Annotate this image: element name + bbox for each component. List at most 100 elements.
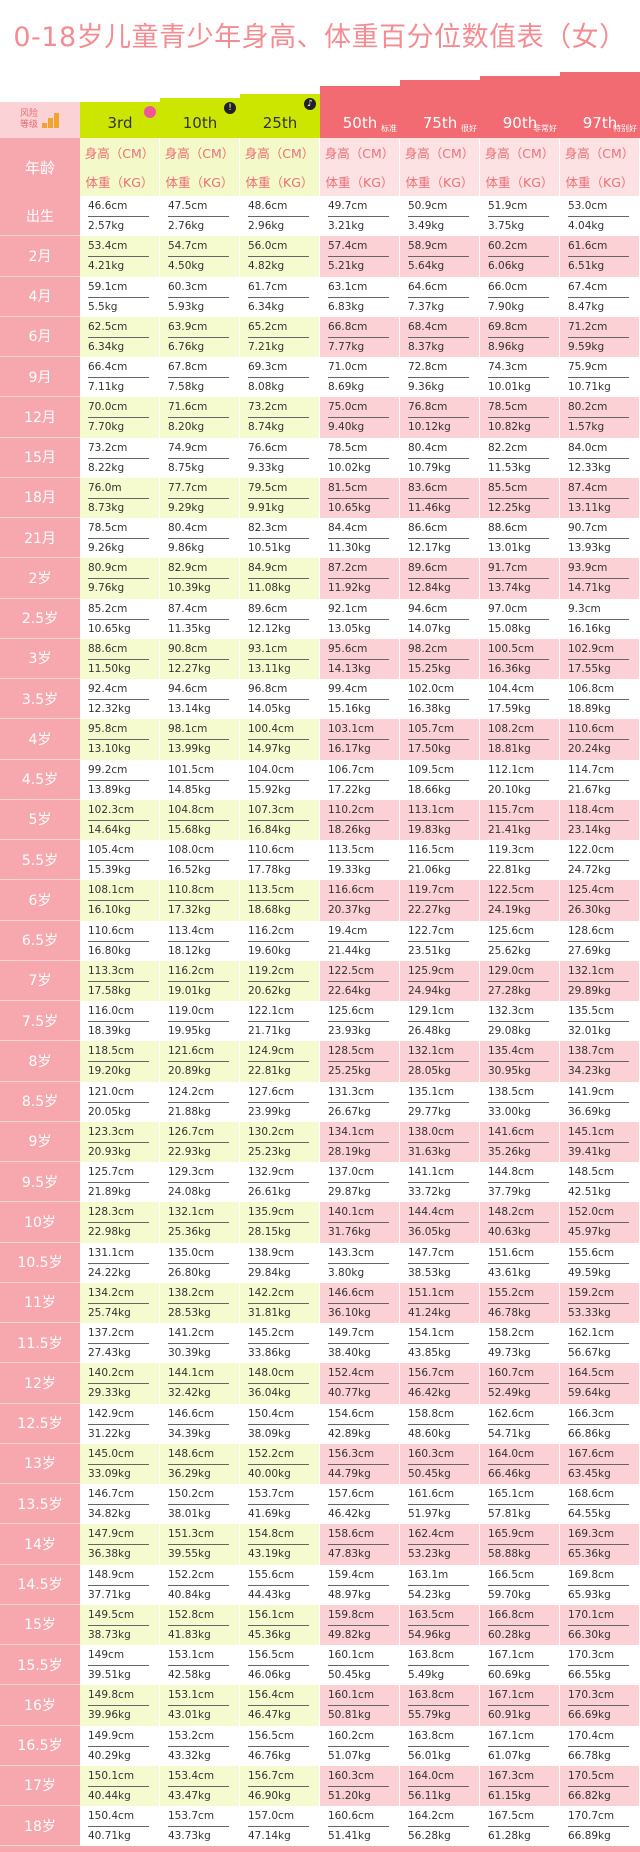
weight-value: 40.84kg [168,1588,211,1601]
weight-value: 23.93kg [328,1025,371,1038]
value-cell: 84.4cm 11.30kg [320,518,400,559]
value-cell: 128.3cm 22.98kg [80,1202,160,1243]
weight-value: 46.76kg [248,1749,291,1762]
height-value: 143.3cm [328,1243,389,1264]
weight-value: 17.78kg [248,864,291,877]
weight-value: 32.42kg [168,1387,211,1400]
value-cell: 156.3cm 44.79kg [320,1443,400,1484]
weight-value: 8.37kg [408,340,445,353]
value-cell: 162.4cm 53.23kg [400,1524,480,1565]
height-value: 110.2cm [328,800,389,821]
height-value: 140.1cm [328,1202,389,1224]
value-cell: 114.7cm 21.67kg [560,759,640,800]
height-value: 122.7cm [408,921,469,942]
weight-value: 50.45kg [408,1467,451,1480]
weight-value: 25.74kg [88,1306,131,1319]
value-cell: 53.4cm 4.21kg [80,236,160,277]
height-value: 152.4cm [328,1363,389,1385]
weight-value: 10.82kg [488,421,531,434]
height-value: 78.5cm [88,518,149,540]
value-cell: 58.9cm 5.64kg [400,236,480,277]
height-value: 79.5cm [248,478,309,499]
weight-value: 6.83kg [328,300,365,313]
value-cell: 170.1cm 66.30kg [560,1604,640,1645]
height-value: 123.3cm [88,1122,149,1143]
value-cell: 87.4cm 11.35kg [160,598,240,639]
value-cell: 98.1cm 13.99kg [160,719,240,760]
weight-value: 43.47kg [168,1789,211,1802]
value-cell: 72.8cm 9.36kg [400,357,480,398]
height-value: 103.1cm [328,719,389,741]
value-cell: 138.7cm 34.23kg [560,1041,640,1082]
height-value: 88.6cm [488,518,549,540]
weight-value: 17.22kg [328,783,371,796]
height-value: 122.0cm [568,840,629,862]
value-cell: 78.5cm 9.26kg [80,518,160,559]
weight-value: 22.98kg [88,1226,131,1239]
weight-value: 13.99kg [168,743,211,756]
steps-icon [42,112,60,128]
weight-value: 20.05kg [88,1105,131,1118]
weight-value: 25.23kg [248,1145,291,1158]
weight-value: 24.72kg [568,864,611,877]
weight-unit-label: 体重（KG） [85,175,154,190]
weight-value: 66.69kg [568,1709,611,1722]
value-cell: 118.4cm 23.14kg [560,799,640,840]
height-value: 141.1cm [408,1162,469,1184]
value-cell: 155.6cm 44.43kg [240,1564,320,1605]
height-value: 91.7cm [488,558,549,580]
height-value: 110.6cm [248,840,309,862]
value-cell: 100.5cm 16.36kg [480,638,560,679]
height-unit-label: 身高（CM） [84,146,155,161]
weight-value: 4.82kg [248,260,285,273]
weight-value: 1.57kg [568,421,605,434]
percentile-tag: 特别好 [613,124,637,133]
value-cell: 170.3cm 66.55kg [560,1645,640,1686]
percentile-table: 风险 等级 3rd 10th! 25th ♪ 50th 标准 75th 很好 90th 非常好 97… [0,68,640,1852]
weight-value: 16.16kg [568,622,611,635]
weight-value: 21.67kg [568,783,611,796]
value-cell: 138.5cm 33.00kg [480,1081,560,1122]
value-cell: 94.6cm 13.14kg [160,679,240,720]
value-cell: 85.2cm 10.65kg [80,598,160,639]
weight-value: 12.27kg [168,662,211,675]
height-value: 142.9cm [88,1404,149,1425]
height-value: 138.9cm [248,1243,309,1264]
value-cell: 156.5cm 46.06kg [240,1645,320,1686]
height-value: 108.0cm [168,840,229,862]
weight-value: 43.73kg [168,1830,211,1843]
value-cell: 112.1cm 20.10kg [480,759,560,800]
value-cell: 138.2cm 28.53kg [160,1282,240,1323]
height-value: 160.6cm [328,1806,389,1828]
weight-value: 28.05kg [408,1065,451,1078]
table-row: 21月 78.5cm 9.26kg 80.4cm 9.86kg 82.3cm 10.51kg… [0,518,640,559]
age-cell: 6月 [0,316,80,357]
height-value: 146.6cm [168,1404,229,1425]
height-value: 75.9cm [568,357,629,379]
weight-value: 41.83kg [168,1628,211,1641]
weight-value: 42.58kg [168,1669,211,1682]
weight-value: 8.22kg [88,461,125,474]
height-value: 156.5cm [248,1645,309,1667]
height-value: 148.6cm [168,1444,229,1465]
weight-value: 13.14kg [168,703,211,716]
value-cell: 107.3cm 16.84kg [240,799,320,840]
value-cell: 119.7cm 22.27kg [400,880,480,921]
value-cell: 132.9cm 26.61kg [240,1162,320,1203]
value-cell: 157.0cm 47.14kg [240,1806,320,1847]
value-cell: 170.3cm 66.69kg [560,1685,640,1726]
value-cell: 163.5cm 54.96kg [400,1604,480,1645]
weight-value: 11.35kg [168,622,211,635]
percentile-label: 97th [582,114,618,132]
height-value: 57.4cm [328,236,389,258]
value-cell: 122.5cm 22.64kg [320,960,400,1001]
value-cell: 147.9cm 36.38kg [80,1524,160,1565]
height-value: 131.1cm [88,1243,149,1264]
height-value: 49.7cm [328,196,389,218]
weight-value: 9.91kg [248,501,285,514]
age-cell: 出生 [0,196,80,237]
value-cell: 129.0cm 27.28kg [480,960,560,1001]
value-cell: 149.9cm 40.29kg [80,1725,160,1766]
value-cell: 71.0cm 8.69kg [320,357,400,398]
table-row: 10岁 128.3cm 22.98kg 132.1cm 25.36kg 135.9cm 28… [0,1202,640,1243]
